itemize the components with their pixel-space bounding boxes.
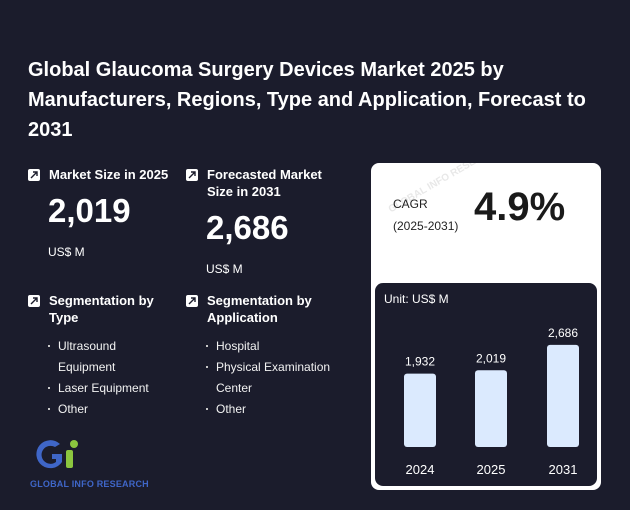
segmentation-type-block: Segmentation by Type Ultrasound Equipmen… [28, 292, 178, 420]
arrow-up-right-icon [186, 295, 198, 307]
bar-2024 [404, 373, 436, 447]
cagr-label: CAGR [393, 197, 428, 211]
market-size-value: 2,019 [48, 192, 131, 229]
logo: GLOBAL INFO RESEARCH [30, 438, 149, 489]
logo-mark-icon [36, 440, 78, 469]
forecast-size-value: 2,686 [206, 209, 289, 246]
segmentation-application-list: Hospital Physical Examination Center Oth… [186, 336, 350, 420]
data-label-2025: 2,019 [476, 351, 506, 365]
arrow-up-right-icon [186, 169, 198, 181]
list-item: Other [205, 399, 350, 420]
cagr-chart-card: GLOBAL INFO RESEARCH CAGR (2025-2031) 4.… [371, 163, 601, 490]
tick-label-2024: 2024 [406, 462, 435, 477]
bar-chart-panel: Unit: US$ M 1,932 2024 2,019 2025 2,686 2031 [375, 283, 597, 486]
bar-chart: 1,932 2024 2,019 2025 2,686 2031 [404, 326, 579, 477]
market-size-block: Market Size in 2025 2,019 US$ M [28, 166, 178, 259]
cagr-period: (2025-2031) [393, 219, 459, 233]
cagr-value: 4.9% [474, 185, 566, 229]
list-item: Physical Examination Center [205, 357, 350, 399]
bar-2025 [475, 370, 507, 447]
market-size-label: Market Size in 2025 [49, 167, 169, 182]
page-title: Global Glaucoma Surgery Devices Market 2… [28, 59, 586, 141]
data-label-2024: 1,932 [405, 355, 435, 369]
arrow-up-right-icon [28, 295, 40, 307]
segmentation-type-label: Segmentation by Type [49, 293, 154, 325]
segmentation-application-label: Segmentation by Application [207, 293, 312, 325]
list-item: Ultrasound Equipment [47, 336, 162, 378]
list-item: Hospital [205, 336, 350, 357]
tick-label-2031: 2031 [549, 462, 578, 477]
tick-label-2025: 2025 [477, 462, 506, 477]
segmentation-type-list: Ultrasound Equipment Laser Equipment Oth… [28, 336, 162, 420]
data-label-2031: 2,686 [548, 326, 578, 340]
forecast-size-block: Forecasted Market Size in 2031 2,686 US$… [186, 166, 346, 276]
list-item: Laser Equipment [47, 378, 162, 399]
segmentation-application-block: Segmentation by Application Hospital Phy… [186, 292, 356, 420]
chart-unit-label: Unit: US$ M [384, 292, 449, 306]
forecast-size-label: Forecasted Market Size in 2031 [207, 167, 322, 199]
cagr-label-group: CAGR (2025-2031) [393, 193, 458, 237]
forecast-size-unit: US$ M [206, 262, 243, 276]
bar-2031 [547, 344, 579, 447]
logo-text: GLOBAL INFO RESEARCH [30, 479, 149, 489]
list-item: Other [47, 399, 162, 420]
market-size-unit: US$ M [48, 245, 85, 259]
arrow-up-right-icon [28, 169, 40, 181]
